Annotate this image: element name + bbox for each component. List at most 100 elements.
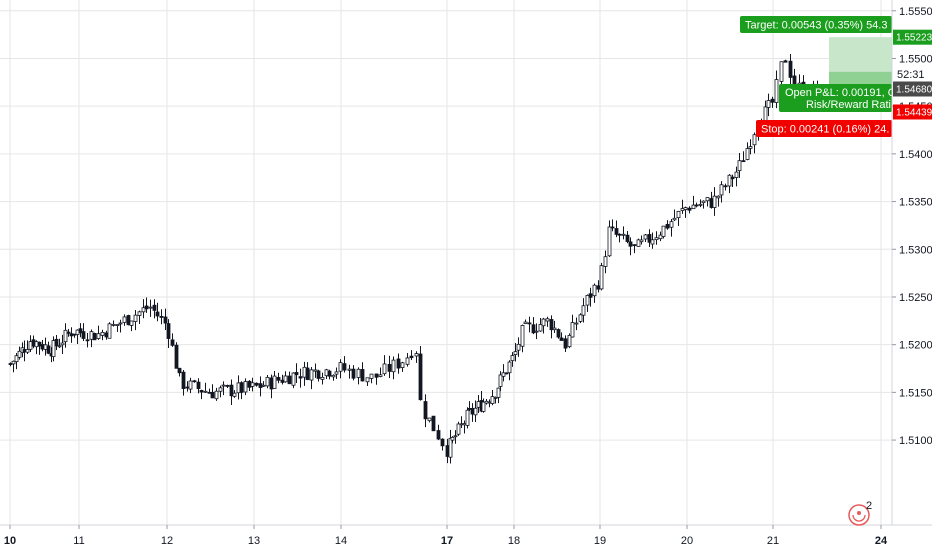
candle-body bbox=[614, 228, 619, 235]
stop-label-box bbox=[756, 120, 892, 137]
candles bbox=[8, 54, 838, 464]
candle-body bbox=[89, 331, 94, 340]
candle-body bbox=[549, 319, 554, 331]
candle-body bbox=[563, 338, 568, 349]
candle-body bbox=[783, 60, 788, 63]
current-price-tag: 1.54680 bbox=[896, 84, 932, 95]
candle-body bbox=[741, 160, 746, 163]
candle-body bbox=[43, 344, 48, 350]
candle-body bbox=[504, 372, 509, 375]
badge-count: 2 bbox=[866, 500, 872, 512]
candle-body bbox=[166, 323, 171, 339]
candle-body bbox=[448, 437, 453, 458]
candle-body bbox=[405, 357, 410, 365]
tv-logo-badge[interactable]: 2 bbox=[848, 500, 872, 526]
candle-body bbox=[513, 351, 518, 355]
candle-body bbox=[481, 401, 486, 412]
candle-body bbox=[107, 323, 112, 339]
candle-body bbox=[676, 210, 681, 219]
candle-body bbox=[647, 234, 652, 243]
candle-body bbox=[493, 396, 498, 399]
candle-body bbox=[436, 430, 441, 440]
candle-body bbox=[462, 423, 467, 426]
candle-body bbox=[8, 363, 13, 365]
candle-body bbox=[232, 392, 237, 397]
candle-body bbox=[148, 306, 153, 309]
countdown-label: 52:31 bbox=[897, 69, 925, 81]
candle-body bbox=[247, 380, 252, 388]
candle-body bbox=[382, 363, 387, 375]
candle-body bbox=[37, 341, 42, 347]
candle-body bbox=[170, 339, 175, 346]
candle-body bbox=[111, 323, 116, 326]
target-price-tag: 1.55223 bbox=[896, 33, 932, 44]
candle-body bbox=[391, 359, 396, 373]
candle-body bbox=[378, 374, 383, 377]
candle-body bbox=[159, 316, 164, 318]
candle-body bbox=[556, 329, 561, 338]
candle-body bbox=[250, 382, 255, 387]
time-axis[interactable]: 10 11 12 13 14 17 18 19 20 21 24 bbox=[0, 524, 932, 550]
candle-body bbox=[672, 217, 677, 221]
candle-body bbox=[291, 372, 296, 386]
candle-body bbox=[17, 350, 22, 358]
candle-body bbox=[305, 367, 310, 380]
pnl-label: Open P&L: 0.00191, Q bbox=[785, 87, 897, 99]
candle-body bbox=[207, 391, 212, 394]
candle-body bbox=[665, 223, 670, 229]
candle-body bbox=[559, 337, 564, 341]
long-position-tool[interactable]: Target: 0.00543 (0.35%) 54.3 Open P&L: 0.… bbox=[740, 16, 897, 137]
price-axis[interactable]: 1.51000 1.51500 1.52000 1.52500 1.53000 1.535… bbox=[891, 0, 932, 550]
candle-body bbox=[365, 377, 370, 383]
candle-body bbox=[423, 401, 428, 420]
candle-body bbox=[596, 285, 601, 290]
candle-body bbox=[85, 339, 90, 342]
candle-body bbox=[129, 320, 134, 326]
candle-body bbox=[327, 370, 332, 377]
candle-body bbox=[324, 369, 329, 377]
candle-body bbox=[450, 436, 455, 441]
candle-body bbox=[414, 353, 419, 357]
candle-body bbox=[770, 98, 775, 103]
candle-body bbox=[484, 400, 489, 404]
candle-body bbox=[122, 316, 127, 323]
candle-body bbox=[188, 380, 193, 390]
candle-body bbox=[621, 233, 626, 236]
candle-body bbox=[473, 407, 478, 416]
candle-body bbox=[225, 385, 230, 387]
candle-body bbox=[766, 100, 771, 108]
candle-body bbox=[694, 204, 699, 207]
candle-body bbox=[51, 340, 56, 358]
price-tick-label: 1.51000 bbox=[899, 435, 932, 447]
candle-body bbox=[628, 241, 633, 247]
candle-body bbox=[218, 387, 223, 392]
candle-body bbox=[287, 375, 292, 385]
candle-body bbox=[456, 423, 461, 435]
candle-body bbox=[369, 373, 374, 379]
candle-body bbox=[545, 318, 550, 322]
candle-body bbox=[280, 379, 285, 383]
candle-body bbox=[320, 376, 325, 380]
candle-body bbox=[46, 345, 51, 354]
candle-body bbox=[470, 407, 475, 415]
candle-body bbox=[520, 325, 525, 347]
candle-body bbox=[75, 329, 80, 335]
candle-body bbox=[705, 197, 710, 202]
candle-body bbox=[538, 324, 543, 332]
candle-body bbox=[229, 384, 234, 397]
candle-body bbox=[639, 239, 644, 243]
candle-body bbox=[585, 295, 590, 306]
candle-body bbox=[541, 318, 546, 327]
target-label: Target: 0.00543 (0.35%) 54.3 bbox=[745, 20, 887, 32]
price-tick-label: 1.53000 bbox=[899, 244, 932, 256]
time-tick-label: 14 bbox=[335, 535, 347, 547]
time-tick-label: 11 bbox=[73, 535, 84, 547]
stop-price-tag: 1.54439 bbox=[896, 107, 932, 118]
candle-body bbox=[276, 377, 281, 381]
candle-body bbox=[570, 322, 575, 338]
candle-body bbox=[752, 134, 757, 146]
candle-body bbox=[331, 374, 336, 378]
time-tick-label: 24 bbox=[875, 535, 888, 547]
price-tick-label: 1.51500 bbox=[899, 387, 932, 399]
